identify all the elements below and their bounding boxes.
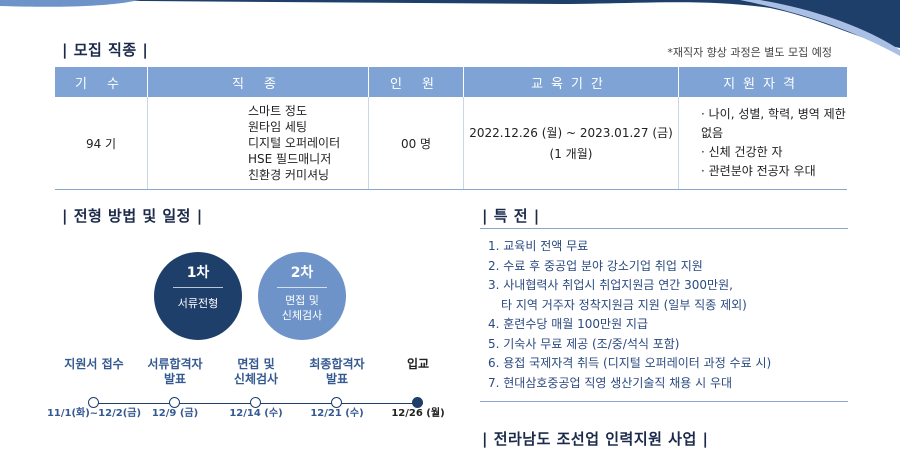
timeline-label: 최종합격자 발표 bbox=[309, 357, 365, 386]
benefit-item: 1. 교육비 전액 무료 bbox=[488, 239, 589, 253]
qualification-cell: · 나이, 성별, 학력, 병역 제한없음 · 신체 건강한 자 · 관련분야 … bbox=[678, 97, 847, 190]
timeline-dot bbox=[169, 397, 180, 408]
timeline-dot bbox=[331, 397, 342, 408]
stage-number: 1차 bbox=[186, 265, 210, 281]
timeline-date: 12/26 (월) bbox=[391, 408, 445, 419]
job-item: 스마트 정도 bbox=[248, 104, 308, 118]
timeline-date: 12/21 (수) bbox=[310, 408, 364, 419]
timeline-date: 12/9 (금) bbox=[151, 408, 199, 419]
recruit-note: *재직자 향상 과정은 별도 모집 예정 bbox=[667, 46, 832, 59]
benefit-item: 3. 사내협력사 취업시 취업지원금 연간 300만원, bbox=[488, 278, 733, 292]
count-cell: 00 명 bbox=[368, 97, 464, 190]
job-item: 친환경 커미셔닝 bbox=[248, 168, 330, 182]
recruit-table: 기 수 직 종 인 원 교육기간 지원자격 94 기 스마트 정도 원타임 세팅… bbox=[55, 67, 847, 190]
job-item: 디지털 오퍼레이터 bbox=[248, 136, 341, 150]
period-note: (1 개월) bbox=[549, 147, 593, 161]
stage-label: 서류전형 bbox=[177, 297, 219, 310]
table-row: 94 기 스마트 정도 원타임 세팅 디지털 오퍼레이터 HSE 필드매니저 친… bbox=[55, 97, 847, 190]
header-period: 교육기간 bbox=[463, 67, 679, 97]
header-job: 직 종 bbox=[147, 67, 369, 97]
header-qualification: 지원자격 bbox=[678, 67, 847, 97]
selection-section-title: | 전형 방법 및 일정 | bbox=[62, 207, 203, 225]
benefit-item: 2. 수료 후 중공업 분야 강소기업 취업 지원 bbox=[488, 258, 703, 273]
stage-divider bbox=[277, 287, 327, 288]
period-text: 2022.12.26 (월) ~ 2023.01.27 (금) bbox=[469, 126, 673, 140]
timeline-label: 면접 및 신체검사 bbox=[233, 357, 279, 386]
bottom-section-title: | 전라남도 조선업 인력지원 사업 | bbox=[482, 430, 709, 448]
benefits-section-title: | 특 전 | bbox=[482, 207, 540, 225]
benefit-item: 5. 기숙사 무료 제공 (조/중/석식 포함) bbox=[488, 336, 680, 351]
benefit-item: 7. 현대삼호중공업 직영 생산기술직 채용 시 우대 bbox=[488, 375, 733, 390]
timeline-label: 지원서 접수 bbox=[64, 357, 124, 371]
stage-number: 2차 bbox=[290, 265, 314, 281]
timeline-dot bbox=[412, 397, 423, 408]
timeline-label: 입교 bbox=[406, 357, 430, 371]
stage-1-circle: 1차 서류전형 bbox=[154, 252, 242, 340]
header-wave-decoration bbox=[0, 0, 900, 56]
stage-2-circle: 2차 면접 및 신체검사 bbox=[258, 252, 346, 340]
stage-label: 면접 및 bbox=[285, 294, 319, 307]
timeline-date: 11/1(화)~12/2(금) bbox=[46, 408, 142, 419]
benefits-box: 1. 교육비 전액 무료 2. 수료 후 중공업 분야 강소기업 취업 지원 3… bbox=[480, 228, 848, 402]
period-cell: 2022.12.26 (월) ~ 2023.01.27 (금) (1 개월) bbox=[463, 97, 679, 190]
timeline-date: 12/14 (수) bbox=[229, 408, 283, 419]
qualification-item: · 신체 건강한 자 bbox=[701, 145, 783, 159]
stage-label: 신체검사 bbox=[281, 309, 323, 322]
header-cohort: 기 수 bbox=[55, 67, 148, 97]
stage-divider bbox=[173, 287, 223, 288]
qualification-item: · 나이, 성별, 학력, 병역 제한없음 bbox=[701, 107, 846, 140]
job-item: HSE 필드매니저 bbox=[248, 152, 332, 166]
timeline-dot bbox=[250, 397, 261, 408]
cohort-cell: 94 기 bbox=[55, 97, 148, 190]
recruit-section-title: | 모집 직종 | bbox=[62, 41, 149, 59]
timeline-dot bbox=[88, 397, 99, 408]
benefit-item: 4. 훈련수당 매월 100만원 지급 bbox=[488, 317, 649, 331]
benefit-item: 6. 용접 국제자격 취득 (디지털 오퍼레이터 과정 수료 시) bbox=[488, 356, 772, 370]
benefit-item: 타 지역 거주자 정착지원금 지원 (일부 직종 제외) bbox=[501, 297, 747, 312]
job-cell: 스마트 정도 원타임 세팅 디지털 오퍼레이터 HSE 필드매니저 친환경 커미… bbox=[147, 97, 369, 190]
qualification-item: · 관련분야 전공자 우대 bbox=[701, 164, 816, 178]
header-count: 인 원 bbox=[368, 67, 464, 97]
timeline-label: 서류합격자 발표 bbox=[147, 357, 203, 386]
job-item: 원타임 세팅 bbox=[248, 120, 308, 134]
